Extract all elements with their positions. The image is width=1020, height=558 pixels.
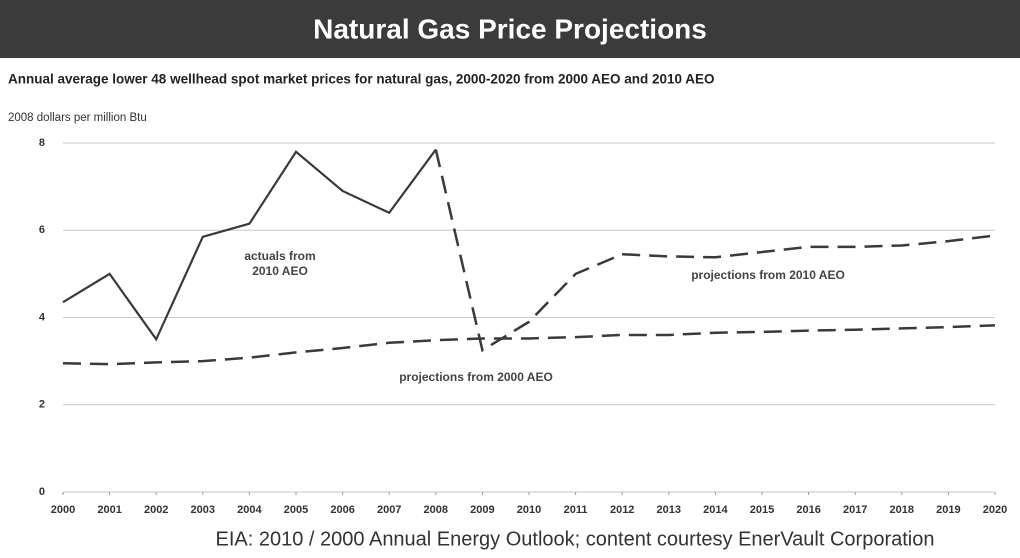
x-tick-label: 2003 <box>191 504 215 516</box>
annotation: actuals from <box>244 249 315 263</box>
y-tick-label: 8 <box>39 137 45 149</box>
x-tick-label: 2007 <box>377 504 401 516</box>
annotation: 2010 AEO <box>252 264 308 278</box>
y-tick-label: 6 <box>39 224 45 236</box>
x-tick-label: 2005 <box>284 504 308 516</box>
source-note: EIA: 2010 / 2000 Annual Energy Outlook; … <box>216 528 935 550</box>
x-tick-label: 2016 <box>796 504 820 516</box>
x-tick-label: 2013 <box>657 504 681 516</box>
x-tick-label: 2004 <box>237 504 262 516</box>
x-tick-label: 2009 <box>470 504 494 516</box>
x-tick-label: 2018 <box>890 504 914 516</box>
x-tick-label: 2019 <box>936 504 960 516</box>
x-tick-label: 2002 <box>144 504 168 516</box>
chart-subtitle: Annual average lower 48 wellhead spot ma… <box>8 72 715 87</box>
series-line <box>62 324 996 366</box>
x-tick-label: 2012 <box>610 504 634 516</box>
x-tick-label: 2006 <box>330 504 354 516</box>
y-tick-label: 4 <box>39 311 46 323</box>
annotation: projections from 2010 AEO <box>691 268 845 282</box>
y-axis-label: 2008 dollars per million Btu <box>8 112 147 124</box>
series-line <box>62 148 437 342</box>
y-tick-label: 0 <box>39 486 45 498</box>
x-tick-label: 2011 <box>564 504 588 516</box>
x-tick-label: 2008 <box>424 504 448 516</box>
x-tick-label: 2017 <box>843 504 867 516</box>
title-bar <box>0 0 1020 58</box>
x-tick-label: 2014 <box>703 504 728 516</box>
x-tick-label: 2001 <box>97 504 121 516</box>
x-tick-label: 2015 <box>750 504 774 516</box>
x-tick-label: 2000 <box>51 504 75 516</box>
x-tick-label: 2020 <box>983 504 1007 516</box>
series-line <box>434 149 996 353</box>
annotation: projections from 2000 AEO <box>399 370 553 384</box>
x-tick-label: 2010 <box>517 504 541 516</box>
chart-title: Natural Gas Price Projections <box>313 13 707 44</box>
y-tick-label: 2 <box>39 399 45 411</box>
